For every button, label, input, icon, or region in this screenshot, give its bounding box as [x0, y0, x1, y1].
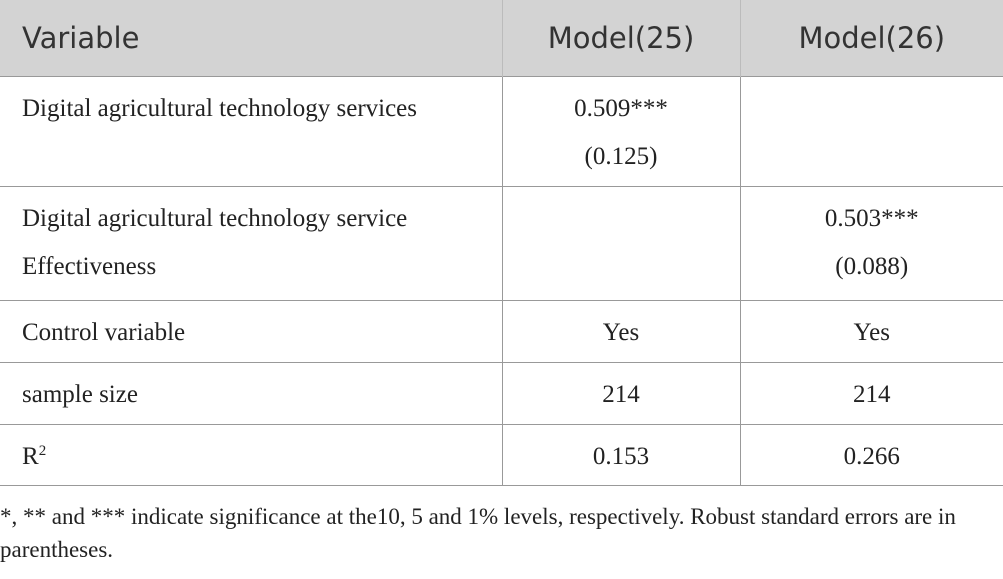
- cell-line: sample size: [22, 381, 138, 408]
- cell-line: (0.125): [584, 143, 658, 170]
- table-cell: Yes: [501, 300, 741, 363]
- table-row: Digital agricultural technology service E…: [0, 186, 1003, 301]
- table-cell: Digital agricultural technology services: [0, 76, 503, 187]
- cell-line: 214: [602, 381, 640, 408]
- table-cell: Digital agricultural technology service E…: [0, 186, 503, 301]
- table-row: R2 0.153 0.266: [0, 424, 1003, 486]
- table-cell: 0.509*** (0.125): [501, 76, 741, 187]
- table-row: sample size 214 214: [0, 362, 1003, 425]
- table-cell: 0.153: [501, 424, 741, 486]
- superscript: 2: [38, 443, 47, 459]
- cell-line: Effectiveness: [22, 253, 157, 280]
- results-table: Variable Model(25) Model(26) Digital agric…: [0, 0, 1003, 486]
- cell-line: 0.503***: [824, 205, 919, 232]
- header-cell: Variable: [0, 0, 502, 77]
- table-cell: 0.266: [739, 424, 1003, 486]
- cell-line: Yes: [853, 319, 890, 346]
- table-cell: R2: [0, 424, 503, 486]
- header-cell: Model(26): [739, 0, 1003, 77]
- header-cell: Model(25): [501, 0, 740, 77]
- cell-line: R2: [22, 433, 502, 481]
- cell-line: 0.153: [592, 443, 650, 470]
- cell-line: Digital agricultural technology services: [22, 95, 418, 122]
- header-row: Variable Model(25) Model(26): [0, 0, 1003, 77]
- table-cell: 214: [501, 362, 741, 425]
- cell-text: R: [22, 443, 39, 470]
- cell-line: 0.266: [843, 443, 900, 470]
- table-cell: [739, 76, 1003, 187]
- table-cell: 214: [739, 362, 1003, 425]
- cell-line: 214: [853, 381, 891, 408]
- table-row: Control variable Yes Yes: [0, 300, 1003, 363]
- cell-line: Control variable: [22, 319, 186, 346]
- footnote: *, ** and *** indicate significance at t…: [0, 504, 956, 562]
- table-cell: Control variable: [0, 300, 503, 363]
- cell-line: Yes: [602, 319, 640, 346]
- table-cell: [501, 186, 741, 301]
- cell-line: Digital agricultural technology service: [22, 205, 408, 232]
- table-row: Digital agricultural technology services…: [0, 76, 1003, 187]
- cell-line: (0.088): [835, 253, 909, 280]
- cell-line: 0.509***: [574, 95, 668, 122]
- table-cell: sample size: [0, 362, 503, 425]
- table-cell: 0.503*** (0.088): [739, 186, 1003, 301]
- table-cell: Yes: [739, 300, 1003, 363]
